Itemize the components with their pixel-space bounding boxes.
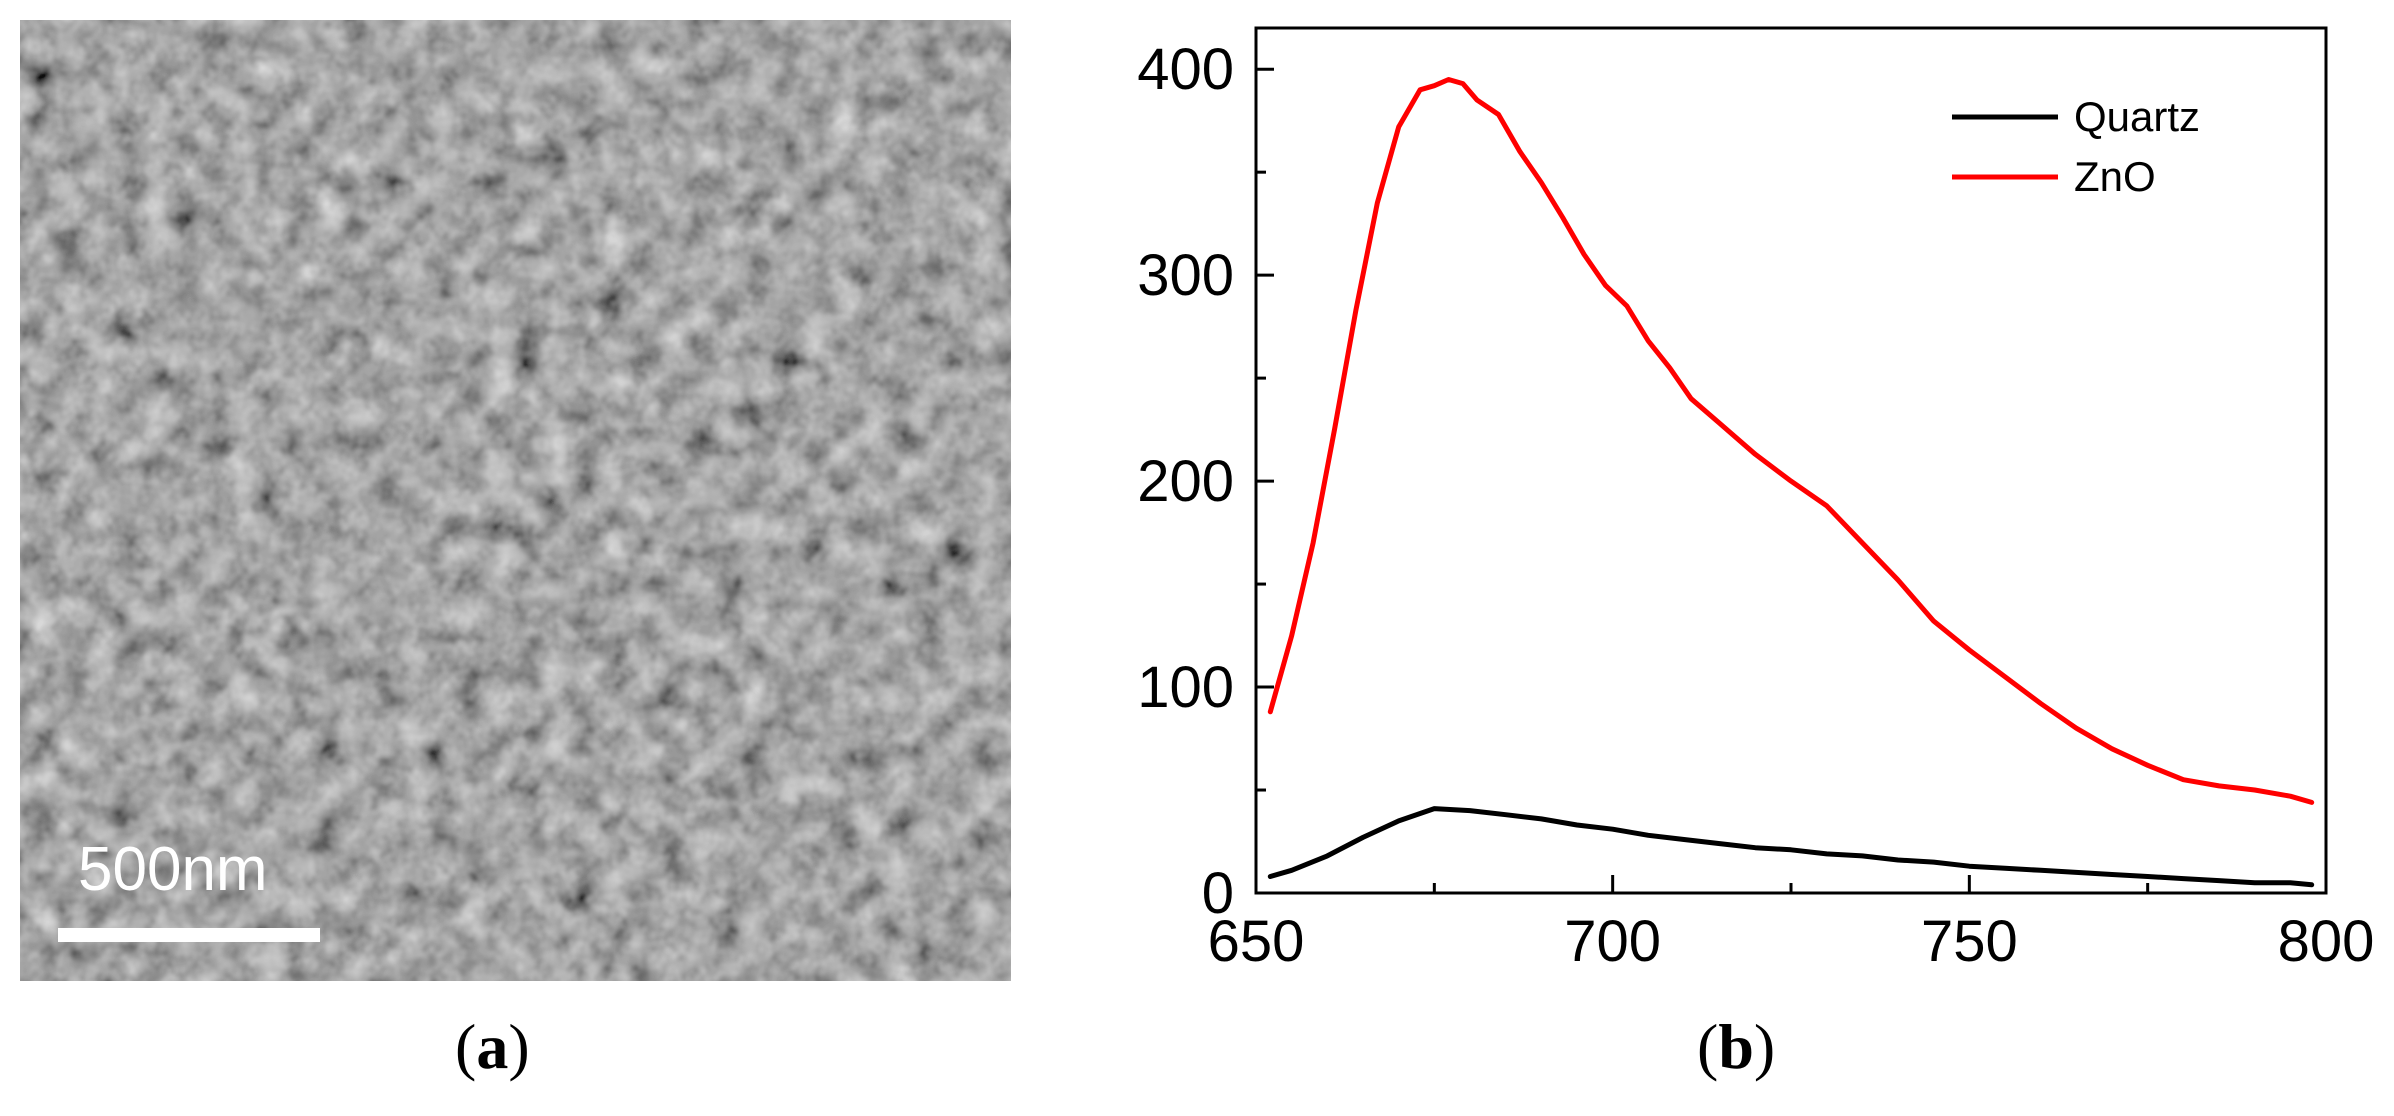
series-line-quartz (1267, 806, 2315, 888)
panel-a-label: a (476, 1011, 509, 1082)
plot-border (1254, 26, 2328, 895)
y-axis: 0 100 200 300 400 (1137, 37, 1274, 926)
panel-a: 500nm (a) (0, 0, 1040, 1116)
panel-b-label: b (1718, 1011, 1754, 1082)
y-tick-label: 100 (1137, 655, 1234, 720)
series-line-zno (1267, 77, 2315, 805)
y-tick-label: 200 (1137, 449, 1234, 514)
x-tick-label: 650 (1208, 909, 1305, 974)
x-axis: 650 700 750 800 (1208, 875, 2375, 974)
scale-bar-label: 500nm (78, 835, 268, 904)
sem-micrograph: 500nm (20, 20, 1011, 981)
series-lines (1267, 77, 2315, 888)
panel-a-caption: (a) (455, 1011, 530, 1082)
sem-texture (20, 20, 1011, 981)
y-tick-label: 0 (1202, 861, 1234, 926)
legend-label: ZnO (2074, 153, 2156, 200)
y-tick-label: 300 (1137, 243, 1234, 308)
x-tick-label: 750 (1921, 909, 2018, 974)
panel-b-caption: (b) (1697, 1011, 1776, 1082)
legend: Quartz ZnO (1952, 93, 2200, 200)
x-tick-label: 700 (1564, 909, 1661, 974)
plot-frame (1254, 26, 2328, 895)
x-tick-label: 800 (2278, 909, 2375, 974)
y-tick-label: 400 (1137, 37, 1234, 102)
legend-label: Quartz (2074, 93, 2200, 140)
scale-bar (58, 928, 320, 942)
